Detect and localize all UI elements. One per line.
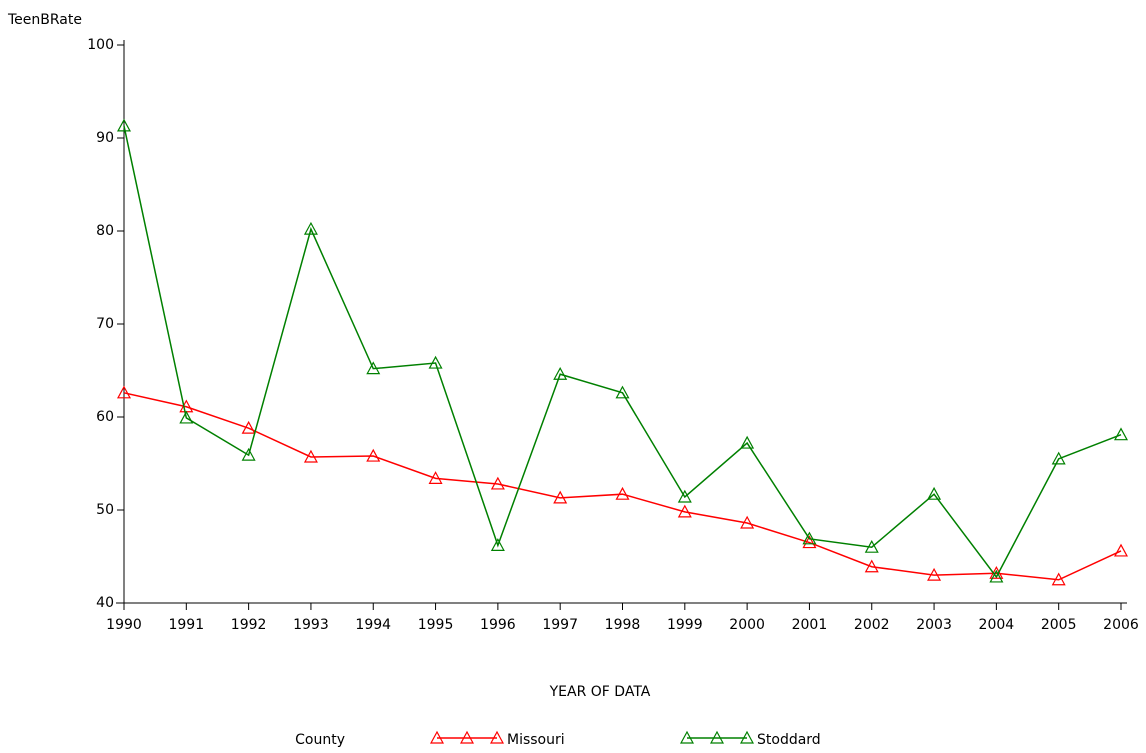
legend-marker — [679, 730, 695, 744]
point-marker — [179, 410, 194, 424]
point-marker — [740, 515, 755, 529]
legend-label: Missouri — [507, 732, 565, 748]
x-tick-label: 1996 — [480, 617, 516, 633]
x-axis-label: YEAR OF DATA — [549, 684, 651, 700]
x-tick-label: 1991 — [168, 617, 204, 633]
x-tick-label: 2006 — [1103, 617, 1139, 633]
point-marker — [241, 420, 256, 434]
x-tick-label: 2000 — [729, 617, 765, 633]
series-line — [123, 125, 1122, 579]
x-tick-label: 2005 — [1041, 617, 1077, 633]
point-marker — [490, 476, 505, 490]
point-marker — [864, 539, 879, 553]
legend-title: County — [295, 732, 345, 748]
point-marker — [677, 504, 692, 518]
point-marker — [116, 118, 132, 132]
point-marker — [615, 486, 630, 500]
point-marker — [303, 449, 318, 463]
point-marker — [428, 471, 443, 484]
point-marker — [490, 538, 505, 551]
point-marker — [116, 385, 132, 399]
point-marker — [615, 385, 630, 399]
point-marker — [989, 569, 1004, 583]
y-tick-label: 60 — [96, 409, 114, 425]
x-tick-label: 1999 — [667, 617, 703, 633]
point-marker — [927, 486, 942, 500]
point-marker — [927, 567, 942, 581]
x-tick-label: 1994 — [355, 617, 391, 633]
point-marker — [1051, 572, 1066, 586]
x-tick-label: 1995 — [418, 617, 454, 633]
legend-marker — [489, 730, 505, 744]
y-tick-label: 50 — [96, 502, 114, 518]
point-marker — [553, 490, 568, 504]
x-tick-label: 1993 — [293, 617, 329, 633]
x-tick-label: 2003 — [916, 617, 952, 633]
y-axis-label: TeenBRate — [7, 12, 82, 28]
point-marker — [1113, 543, 1129, 557]
point-marker — [1051, 451, 1066, 465]
point-marker — [864, 559, 879, 573]
series-line — [123, 392, 1122, 581]
y-tick-label: 90 — [96, 130, 114, 146]
x-tick-label: 1997 — [542, 617, 578, 633]
x-tick-label: 1998 — [605, 617, 641, 633]
x-tick-label: 1992 — [231, 617, 267, 633]
point-marker — [366, 361, 381, 375]
point-marker — [677, 489, 692, 503]
legend-marker — [739, 730, 755, 744]
point-marker — [303, 221, 318, 235]
point-marker — [553, 366, 568, 380]
point-marker — [740, 435, 755, 449]
point-marker — [802, 535, 817, 549]
legend-marker — [429, 730, 445, 744]
point-marker — [366, 448, 381, 462]
legend-marker — [709, 730, 725, 744]
point-marker — [241, 447, 256, 461]
x-tick-label: 1990 — [106, 617, 142, 633]
x-tick-label: 2001 — [792, 617, 828, 633]
x-tick-label: 2004 — [979, 617, 1015, 633]
point-marker — [428, 355, 443, 369]
legend-label: Stoddard — [757, 732, 821, 748]
legend-marker — [459, 730, 475, 744]
point-marker — [802, 531, 817, 545]
y-tick-label: 70 — [96, 316, 114, 332]
y-tick-label: 100 — [87, 37, 114, 53]
point-marker — [1113, 427, 1129, 441]
x-tick-label: 2002 — [854, 617, 890, 633]
y-tick-label: 40 — [96, 595, 114, 611]
y-tick-label: 80 — [96, 223, 114, 239]
